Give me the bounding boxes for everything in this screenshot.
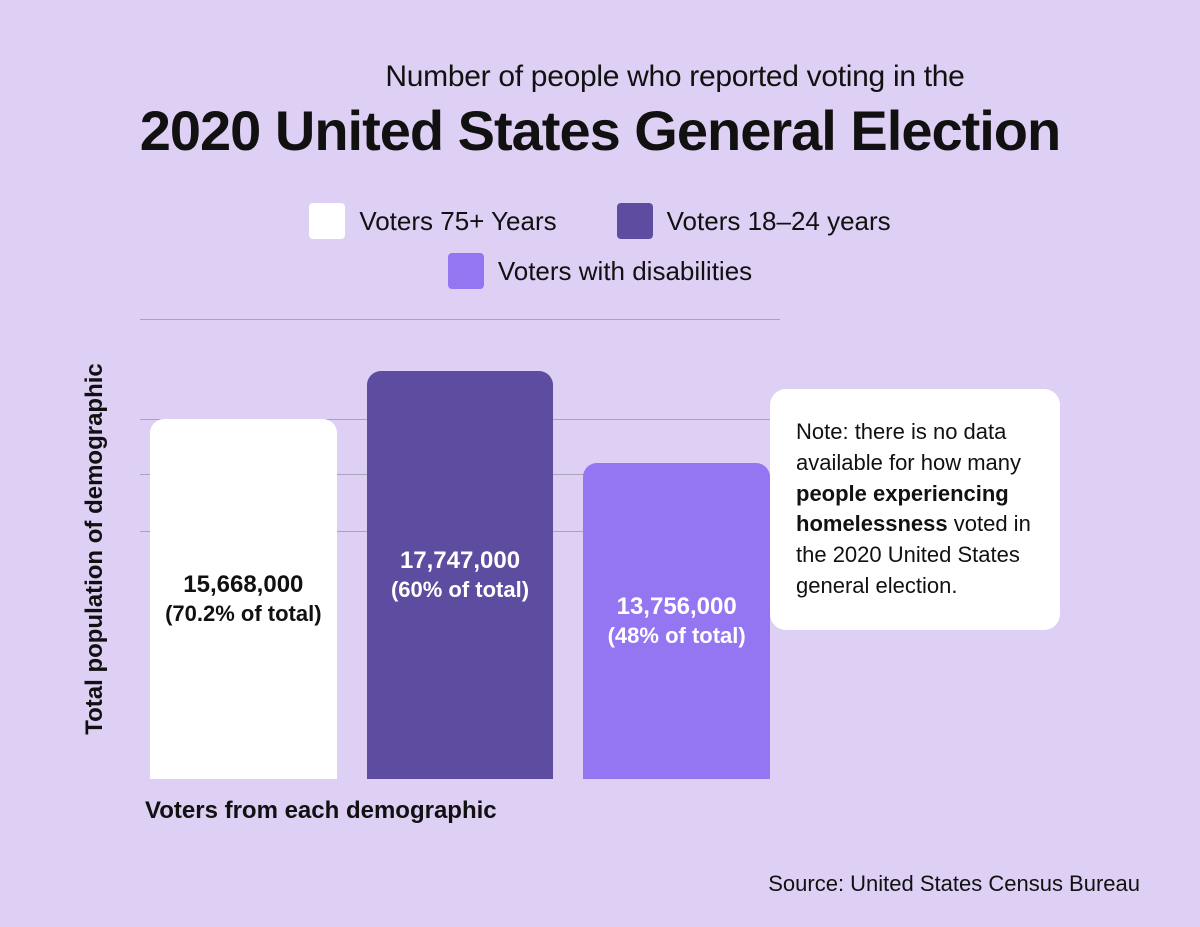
bar: 15,668,000(70.2% of total) bbox=[150, 419, 337, 779]
bar-value-label: 13,756,000 bbox=[617, 591, 737, 622]
chart-subtitle: Number of people who reported voting in … bbox=[220, 60, 1130, 94]
legend-item: Voters 75+ Years bbox=[309, 203, 556, 239]
legend-swatch bbox=[617, 203, 653, 239]
bar-value-label: 17,747,000 bbox=[400, 545, 520, 576]
legend-item: Voters 18–24 years bbox=[617, 203, 891, 239]
bar-value-label: 15,668,000 bbox=[183, 569, 303, 600]
bar: 13,756,000(48% of total) bbox=[583, 463, 770, 779]
legend-label: Voters 18–24 years bbox=[667, 206, 891, 237]
bar-percent-label: (48% of total) bbox=[608, 622, 746, 651]
note-text-prefix: Note: there is no data available for how… bbox=[796, 419, 1021, 475]
chart: Total population of demographic 15,668,0… bbox=[70, 319, 1130, 779]
source-attribution: Source: United States Census Bureau bbox=[768, 871, 1140, 897]
legend-label: Voters with disabilities bbox=[498, 256, 752, 287]
legend: Voters 75+ Years Voters 18–24 years Vote… bbox=[70, 203, 1130, 289]
plot-area: 15,668,000(70.2% of total)17,747,000(60%… bbox=[140, 319, 780, 779]
legend-swatch bbox=[448, 253, 484, 289]
bar: 17,747,000(60% of total) bbox=[367, 371, 554, 779]
legend-item: Voters with disabilities bbox=[448, 253, 752, 289]
bar-percent-label: (70.2% of total) bbox=[165, 600, 321, 629]
x-axis-label: Voters from each demographic bbox=[145, 797, 1130, 825]
legend-label: Voters 75+ Years bbox=[359, 206, 556, 237]
bar-percent-label: (60% of total) bbox=[391, 576, 529, 605]
legend-swatch bbox=[309, 203, 345, 239]
y-axis-label: Total population of demographic bbox=[81, 363, 109, 735]
note-callout: Note: there is no data available for how… bbox=[770, 389, 1060, 630]
chart-title: 2020 United States General Election bbox=[70, 98, 1130, 163]
